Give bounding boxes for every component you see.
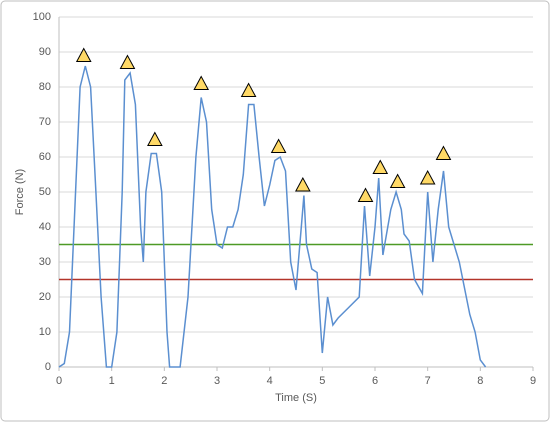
peak-marker [435, 145, 452, 160]
x-tick-label: 2 [161, 375, 167, 387]
peak-marker [357, 187, 374, 202]
y-tick-label: 100 [33, 11, 51, 23]
peak-marker [75, 47, 92, 62]
peak-marker [389, 173, 406, 188]
y-tick-label: 20 [39, 291, 51, 303]
peak-marker [372, 159, 389, 174]
peak-marker [240, 82, 257, 97]
y-tick-label: 70 [39, 116, 51, 128]
y-tick-label: 30 [39, 256, 51, 268]
x-tick-label: 6 [372, 375, 378, 387]
x-tick-label: 7 [425, 375, 431, 387]
peak-marker [147, 131, 163, 146]
y-tick-label: 40 [39, 221, 51, 233]
x-axis-label: Time (S) [275, 392, 317, 404]
y-tick-label: 80 [39, 81, 51, 93]
x-tick-label: 8 [477, 375, 483, 387]
peak-marker [119, 54, 136, 69]
x-tick-label: 1 [109, 375, 115, 387]
x-tick-label: 9 [530, 375, 536, 387]
x-tick-label: 4 [267, 375, 273, 387]
x-tick-label: 5 [319, 375, 325, 387]
x-tick-label: 0 [56, 375, 62, 387]
peak-marker [419, 169, 436, 185]
y-tick-label: 50 [39, 186, 51, 198]
y-tick-label: 60 [39, 151, 51, 163]
y-tick-label: 90 [39, 46, 51, 58]
force-line [58, 65, 487, 368]
peak-marker [270, 138, 287, 153]
y-axis-label: Force (N) [14, 169, 26, 215]
x-tick-label: 3 [214, 375, 220, 387]
y-tick-label: 0 [45, 361, 51, 373]
peak-marker [193, 75, 210, 90]
peak-marker [295, 176, 311, 192]
y-tick-label: 10 [39, 326, 51, 338]
